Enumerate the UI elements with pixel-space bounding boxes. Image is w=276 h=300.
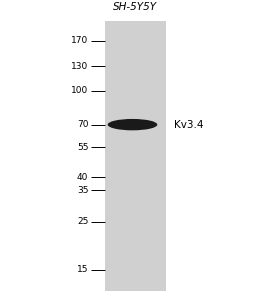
Text: 170: 170 [71, 36, 88, 45]
Text: 15: 15 [77, 266, 88, 274]
Ellipse shape [108, 119, 157, 130]
Text: 100: 100 [71, 86, 88, 95]
Text: 130: 130 [71, 62, 88, 71]
Text: Kv3.4: Kv3.4 [174, 120, 203, 130]
Text: SH-5Y5Y: SH-5Y5Y [113, 2, 157, 12]
Text: 40: 40 [77, 173, 88, 182]
Text: 70: 70 [77, 120, 88, 129]
Bar [105, 21, 166, 291]
Text: 55: 55 [77, 143, 88, 152]
Text: 35: 35 [77, 185, 88, 194]
Text: 25: 25 [77, 217, 88, 226]
